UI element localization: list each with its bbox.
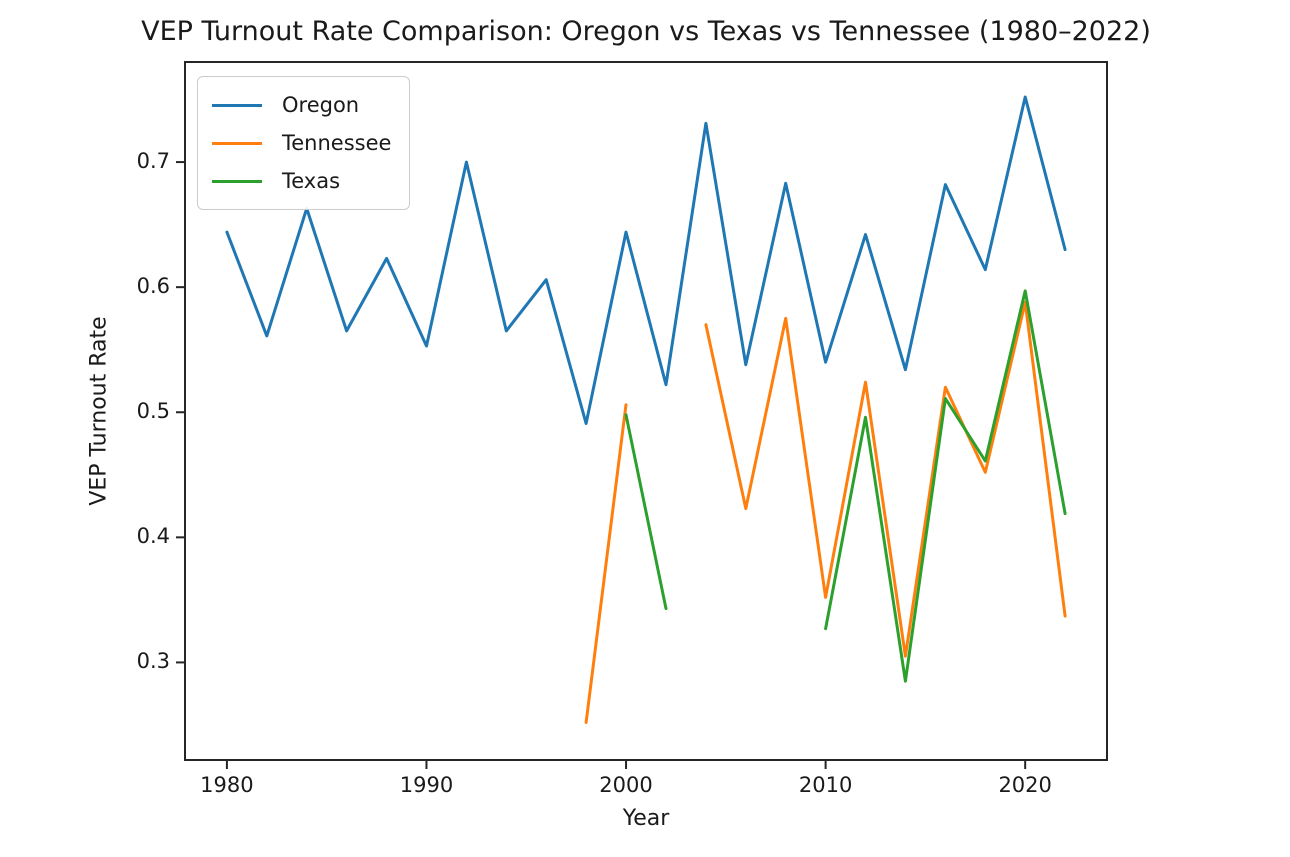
x-tick-label: 2020: [998, 773, 1052, 797]
x-tick-label: 2000: [599, 773, 653, 797]
texas-series-line: [624, 413, 668, 611]
legend-swatch-oregon: [212, 103, 262, 107]
legend-item-oregon: Oregon: [212, 86, 391, 124]
legend: Oregon Tennessee Texas: [197, 76, 411, 210]
axes-frame: [184, 61, 1108, 761]
legend-label: Oregon: [282, 93, 360, 117]
y-tick-label: 0.6: [136, 274, 170, 299]
x-tick-label: 2010: [798, 773, 853, 797]
x-tick-label: 1980: [200, 773, 254, 797]
y-tick-label: 0.3: [136, 649, 170, 674]
legend-item-tennessee: Tennessee: [212, 124, 391, 162]
texas-series-line: [824, 289, 1067, 683]
legend-label: Texas: [282, 169, 341, 193]
y-tick-label: 0.7: [136, 149, 170, 174]
oregon-series-line: [225, 95, 1067, 425]
legend-label: Tennessee: [282, 131, 392, 155]
legend-swatch-tennessee: [212, 141, 262, 145]
y-tick-label: 0.5: [136, 399, 170, 424]
x-tick-label: 1990: [399, 773, 454, 797]
x-axis-label: Year: [622, 806, 670, 831]
y-tick-label: 0.4: [136, 524, 170, 549]
tennessee-series-line: [584, 403, 628, 724]
chart-title: VEP Turnout Rate Comparison: Oregon vs T…: [141, 16, 1151, 47]
legend-item-texas: Texas: [212, 162, 391, 200]
tennessee-series-line: [704, 300, 1067, 658]
legend-swatch-texas: [212, 179, 262, 183]
